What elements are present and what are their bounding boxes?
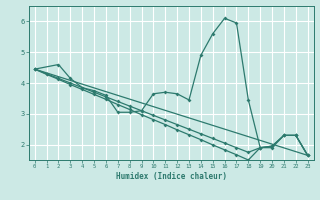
X-axis label: Humidex (Indice chaleur): Humidex (Indice chaleur)	[116, 172, 227, 181]
